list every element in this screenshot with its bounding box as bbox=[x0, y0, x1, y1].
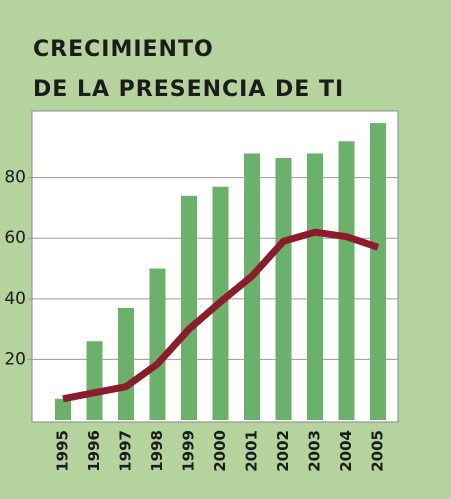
bar bbox=[149, 268, 166, 420]
x-tick-label: 1997 bbox=[117, 430, 135, 472]
y-tick-label: 40 bbox=[4, 289, 26, 309]
x-tick-label: 1998 bbox=[148, 430, 166, 472]
x-tick-label: 2002 bbox=[274, 430, 292, 472]
bar bbox=[86, 341, 103, 420]
y-tick-label: 20 bbox=[4, 349, 26, 369]
x-tick-label: 1999 bbox=[180, 430, 198, 472]
bar bbox=[55, 398, 71, 420]
x-tick-label: 2001 bbox=[243, 430, 261, 472]
x-tick-label: 2000 bbox=[211, 430, 229, 472]
bar bbox=[244, 153, 260, 421]
bar bbox=[181, 195, 197, 420]
x-tick-label: 1996 bbox=[85, 430, 103, 472]
bar bbox=[307, 153, 323, 421]
chart-title: DE LA PRESENCIA DE TI bbox=[33, 77, 344, 102]
y-tick-label: 60 bbox=[4, 228, 26, 248]
x-tick-label: 2005 bbox=[369, 430, 387, 472]
x-tick-label: 2004 bbox=[337, 430, 355, 472]
bar bbox=[118, 307, 134, 420]
bar bbox=[338, 141, 355, 420]
x-tick-label: 2003 bbox=[306, 430, 324, 472]
bar bbox=[275, 157, 292, 421]
line bbox=[62, 228, 380, 403]
chart-title: CRECIMIENTO bbox=[33, 37, 214, 62]
y-tick-label: 80 bbox=[4, 168, 26, 188]
bar bbox=[370, 123, 386, 420]
x-tick-label: 1995 bbox=[54, 430, 72, 472]
